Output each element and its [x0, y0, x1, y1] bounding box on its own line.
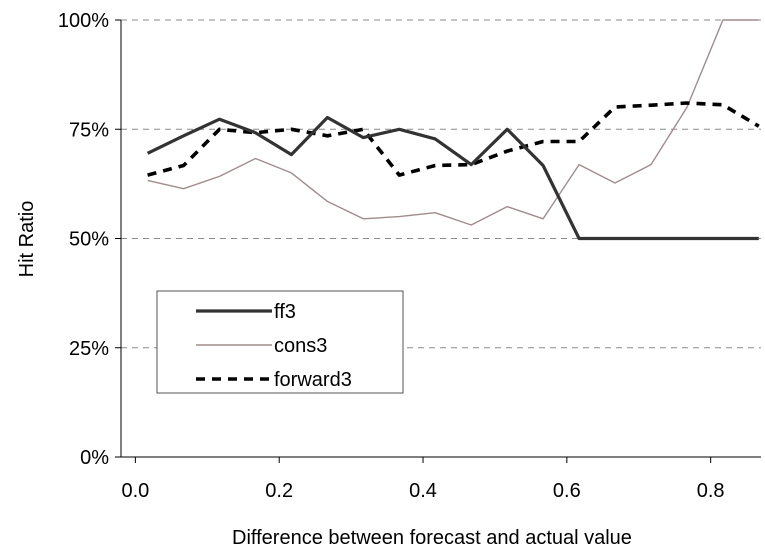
series-line-ff3: [146, 115, 759, 241]
x-tick-label: 0.8: [697, 480, 725, 502]
series-layer: [146, 19, 760, 241]
legend-box: [156, 290, 404, 394]
y-tick-label: 25%: [69, 338, 109, 360]
y-tick-label: 0%: [80, 447, 109, 469]
tick-label-layer: 0% 25% 50% 75% 100% 0.0 0.2 0.4 0.6 0.8: [58, 10, 725, 502]
legend-label-ff3: ff3: [274, 301, 296, 323]
legend-label-forward3: forward3: [274, 369, 352, 391]
x-tick-label: 0.0: [121, 480, 149, 502]
x-tick-label: 0.6: [553, 480, 581, 502]
legend-items: ff3 cons3 forward3: [196, 301, 352, 391]
legend: ff3 cons3 forward3: [156, 290, 404, 394]
x-tick-label: 0.2: [265, 480, 293, 502]
y-tick-label: 100%: [58, 10, 109, 32]
legend-label-cons3: cons3: [274, 335, 327, 357]
axis-layer: [115, 19, 761, 463]
x-axis-label: Difference between forecast and actual v…: [232, 527, 632, 549]
y-tick-label: 50%: [69, 229, 109, 251]
y-axis-label: Hit Ratio: [16, 201, 38, 278]
y-tick-label: 75%: [69, 119, 109, 141]
x-tick-label: 0.4: [409, 480, 437, 502]
series-line-cons3: [147, 19, 759, 226]
